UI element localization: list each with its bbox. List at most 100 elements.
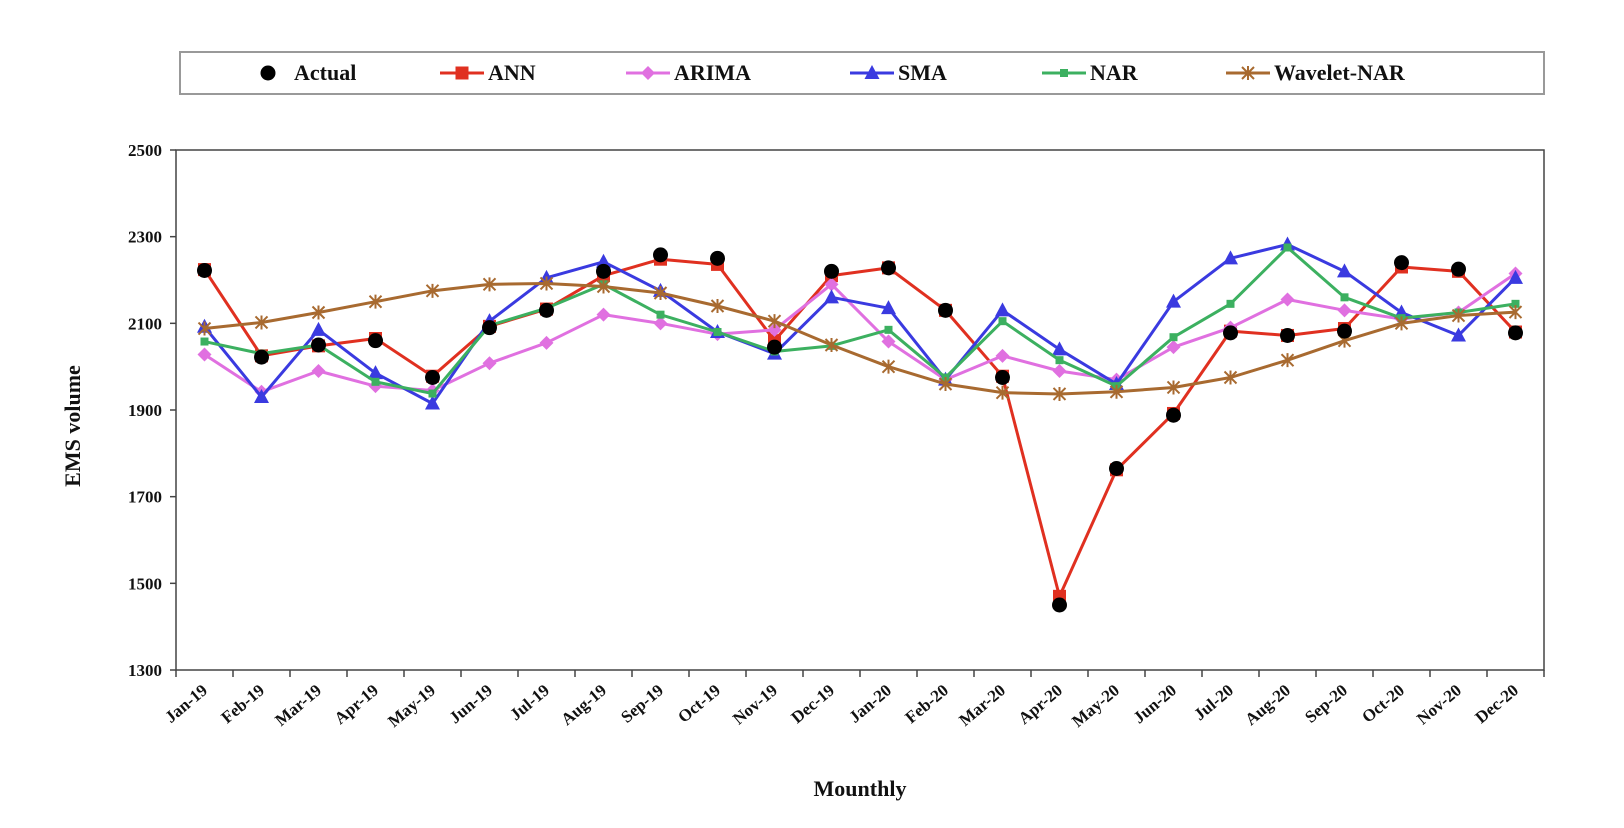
y-tick-label: 2300 <box>128 228 162 247</box>
data-point-wavelet-nar <box>710 299 725 313</box>
series-line-sma <box>203 242 1517 405</box>
legend-label: ANN <box>488 60 536 85</box>
y-tick-label: 2500 <box>128 141 162 160</box>
data-point-actual <box>1166 407 1181 423</box>
data-point-nar <box>1511 299 1520 308</box>
data-point-sma <box>1223 250 1238 265</box>
x-axis: Jan-19 Feb-19 Mar-19 Apr-19 May-19 Jun-19 Jul-… <box>161 670 1545 731</box>
data-point-wavelet-nar <box>1166 380 1181 395</box>
data-point-actual <box>1109 461 1124 476</box>
legend-label: ARIMA <box>674 60 751 85</box>
data-point-nar <box>1283 243 1292 252</box>
data-point-wavelet-nar <box>881 359 896 374</box>
data-point-wavelet-nar <box>539 276 554 291</box>
x-tick-label: Sep-20 <box>1301 681 1351 727</box>
y-tick-label: 1500 <box>128 574 162 593</box>
data-point-actual <box>425 370 440 385</box>
legend-item-actual: Actual <box>260 60 356 85</box>
x-tick-label: Jan-20 <box>845 681 895 727</box>
x-tick-label: Jun-20 <box>1129 681 1180 728</box>
data-point-actual <box>539 302 554 318</box>
x-tick-label: Feb-19 <box>218 681 269 728</box>
data-point-nar <box>1226 299 1235 308</box>
series-actual <box>197 247 1523 613</box>
data-point-wavelet-nar <box>1223 370 1238 385</box>
data-point-wavelet-nar <box>425 283 440 298</box>
legend-label: NAR <box>1090 60 1139 85</box>
y-axis: 1300 1500 1700 1900 2100 2300 2500 <box>128 141 176 680</box>
data-point-wavelet-nar <box>1052 386 1067 401</box>
data-point-sma <box>311 321 326 336</box>
data-point-sma <box>1451 327 1466 342</box>
data-point-arima <box>1280 292 1295 307</box>
y-tick-label: 1700 <box>128 488 162 507</box>
x-tick-label: Nov-19 <box>729 681 781 729</box>
series-layer <box>197 236 1523 613</box>
data-point-sma <box>881 300 896 315</box>
data-point-actual <box>1052 597 1067 613</box>
x-tick-label: Aug-20 <box>1241 681 1294 730</box>
x-tick-label: Jan-19 <box>161 681 211 727</box>
legend-label: SMA <box>898 60 947 85</box>
legend-marker <box>641 66 655 80</box>
data-point-wavelet-nar <box>1508 305 1523 320</box>
data-point-sma <box>1508 269 1523 284</box>
series-line-ann <box>203 257 1517 598</box>
y-axis-title: EMS volume <box>60 365 85 487</box>
data-point-wavelet-nar <box>767 314 782 329</box>
data-point-actual <box>1394 255 1409 271</box>
data-point-wavelet-nar <box>1109 384 1124 399</box>
x-tick-label: Aug-19 <box>557 681 610 730</box>
x-tick-label: Dec-20 <box>1472 681 1523 728</box>
data-point-nar <box>200 337 209 346</box>
data-point-wavelet-nar <box>824 338 839 352</box>
legend-item-nar: NAR <box>1042 60 1139 85</box>
data-point-arima <box>995 348 1010 363</box>
data-point-nar <box>1169 333 1178 342</box>
x-tick-label: Mar-19 <box>271 681 325 730</box>
data-point-nar <box>713 328 722 336</box>
data-point-wavelet-nar <box>995 385 1010 400</box>
data-point-actual <box>1508 325 1523 341</box>
data-point-sma <box>995 302 1010 317</box>
data-point-sma <box>1052 341 1067 356</box>
data-point-nar <box>884 325 893 334</box>
x-tick-label: Jul-20 <box>1190 681 1237 725</box>
data-point-actual <box>1280 327 1295 343</box>
data-point-nar <box>428 389 437 398</box>
data-point-sma <box>425 395 440 410</box>
data-point-actual <box>824 263 839 279</box>
data-point-arima <box>482 356 497 371</box>
data-point-wavelet-nar <box>197 321 212 336</box>
data-point-sma <box>1337 263 1352 278</box>
x-tick-label: Jul-19 <box>506 681 553 725</box>
y-tick-label: 1900 <box>128 401 162 420</box>
series-line-arima <box>203 272 1517 394</box>
data-point-actual <box>482 320 497 336</box>
data-point-actual <box>710 250 725 266</box>
data-point-sma <box>254 389 269 403</box>
legend-marker <box>1241 66 1255 80</box>
data-point-sma <box>824 289 839 304</box>
data-point-wavelet-nar <box>938 377 953 391</box>
data-point-arima <box>311 364 326 378</box>
data-point-nar <box>1340 293 1349 302</box>
data-point-arima <box>767 322 782 337</box>
plot-area <box>175 149 1545 671</box>
x-tick-label: May-19 <box>384 681 439 731</box>
data-point-arima <box>1052 364 1067 378</box>
data-point-actual <box>995 370 1010 385</box>
legend-marker <box>260 65 276 81</box>
x-tick-label: Sep-19 <box>617 681 667 727</box>
x-axis-title: Mounthly <box>814 776 907 801</box>
data-point-wavelet-nar <box>368 294 383 309</box>
data-point-wavelet-nar <box>254 315 269 330</box>
data-point-actual <box>881 260 896 276</box>
data-point-arima <box>596 307 611 322</box>
data-point-wavelet-nar <box>653 286 668 300</box>
legend-label: Actual <box>294 60 356 85</box>
data-point-nar <box>656 310 665 319</box>
data-point-actual <box>1451 261 1466 277</box>
data-point-actual <box>311 337 326 353</box>
